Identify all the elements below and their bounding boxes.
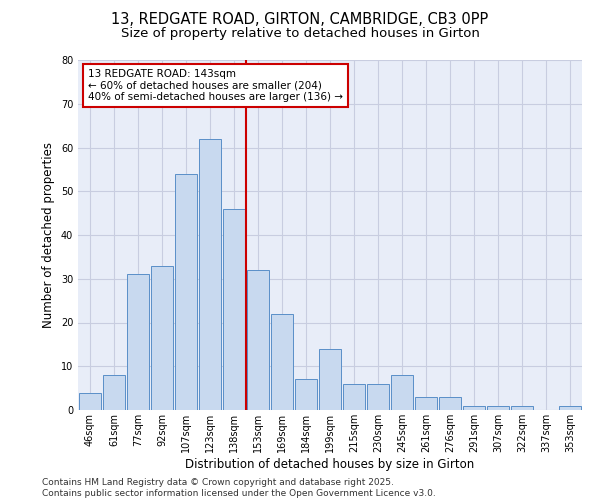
Bar	[247, 270, 269, 410]
Bar	[415, 397, 437, 410]
Bar	[463, 406, 485, 410]
Bar	[319, 349, 341, 410]
Text: Contains HM Land Registry data © Crown copyright and database right 2025.
Contai: Contains HM Land Registry data © Crown c…	[42, 478, 436, 498]
Bar	[487, 406, 509, 410]
Bar	[271, 314, 293, 410]
Bar	[151, 266, 173, 410]
Bar	[439, 397, 461, 410]
Text: 13, REDGATE ROAD, GIRTON, CAMBRIDGE, CB3 0PP: 13, REDGATE ROAD, GIRTON, CAMBRIDGE, CB3…	[112, 12, 488, 28]
Bar	[223, 209, 245, 410]
Text: Size of property relative to detached houses in Girton: Size of property relative to detached ho…	[121, 28, 479, 40]
Bar	[127, 274, 149, 410]
Bar	[199, 139, 221, 410]
Bar	[175, 174, 197, 410]
Text: 13 REDGATE ROAD: 143sqm
← 60% of detached houses are smaller (204)
40% of semi-d: 13 REDGATE ROAD: 143sqm ← 60% of detache…	[88, 69, 343, 102]
Bar	[367, 384, 389, 410]
Bar	[511, 406, 533, 410]
X-axis label: Distribution of detached houses by size in Girton: Distribution of detached houses by size …	[185, 458, 475, 470]
Bar	[79, 392, 101, 410]
Bar	[295, 380, 317, 410]
Bar	[343, 384, 365, 410]
Y-axis label: Number of detached properties: Number of detached properties	[42, 142, 55, 328]
Bar	[391, 375, 413, 410]
Bar	[559, 406, 581, 410]
Bar	[103, 375, 125, 410]
